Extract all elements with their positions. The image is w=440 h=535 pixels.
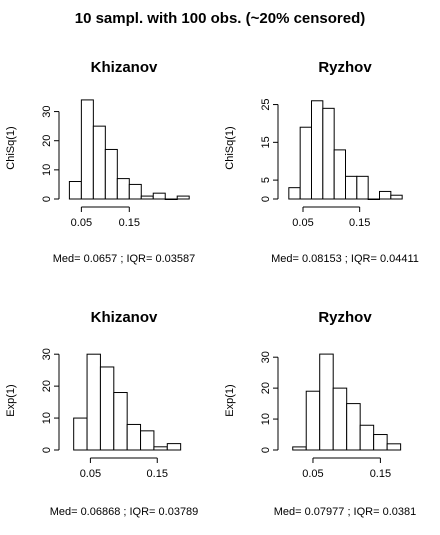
histogram-panel-1: Khizanov 0 10 20 30 ChiSq(1) 0.05 0.15 Med= 0.06… (5, 59, 195, 265)
x-tick-label: 0.15 (147, 468, 168, 480)
y-tick-label: 15 (260, 136, 272, 148)
x-tick-label: 0.05 (302, 468, 323, 480)
stats-caption: Med= 0.06868 ; IQR= 0.03789 (50, 506, 199, 518)
y-tick-label: 10 (41, 412, 53, 424)
figure-title: 10 sampl. with 100 obs. (~20% censored) (75, 10, 366, 27)
y-tick-label: 20 (41, 135, 53, 147)
y-tick-label: 30 (41, 105, 53, 117)
histogram-bar (367, 198, 380, 200)
histogram-bar (166, 443, 182, 451)
y-tick-label: 30 (41, 348, 53, 360)
histogram-bar (332, 387, 348, 451)
y-tick-label: 0 (260, 447, 272, 453)
histogram-bar (92, 125, 106, 200)
y-tick-label: 25 (260, 98, 272, 110)
y-axis-label: ChiSq(1) (5, 126, 17, 169)
histogram-bar (99, 366, 115, 451)
y-tick-label: 0 (260, 196, 272, 202)
stats-caption: Med= 0.0657 ; IQR= 0.03587 (53, 253, 196, 265)
histogram-bar (373, 434, 388, 451)
histogram-bar (386, 443, 402, 451)
histogram-panel-2: Ryzhov 0 5 15 25 ChiSq(1) 0.05 0.15 Med= 0.08153… (224, 59, 419, 265)
histogram-bar (73, 417, 88, 451)
histogram-bar (104, 148, 118, 200)
panel-title: Ryzhov (318, 309, 372, 326)
histogram-bar (356, 175, 369, 200)
x-tick-label: 0.15 (349, 217, 370, 229)
histogram-bar (140, 195, 154, 200)
x-tick-label: 0.15 (119, 217, 140, 229)
histogram-bar (288, 187, 301, 200)
panel-title: Khizanov (91, 59, 158, 76)
histogram-bar (128, 183, 142, 200)
stats-caption: Med= 0.07977 ; IQR= 0.0381 (274, 506, 417, 518)
histogram-bar (113, 392, 128, 451)
y-tick-label: 30 (260, 351, 272, 363)
histogram-bar (322, 107, 335, 200)
y-axis-label: Exp(1) (5, 384, 17, 416)
y-tick-label: 10 (260, 413, 272, 425)
histogram-bar (164, 198, 178, 200)
histogram-panels: Khizanov 0 10 20 30 ChiSq(1) 0.05 0.15 Med= 0.06… (5, 59, 419, 518)
y-tick-label: 0 (41, 447, 53, 453)
stats-caption: Med= 0.08153 ; IQR= 0.04411 (271, 253, 419, 265)
histogram-bar (153, 446, 168, 451)
x-tick-label: 0.05 (71, 217, 92, 229)
y-tick-label: 20 (41, 380, 53, 392)
panel-title: Ryzhov (318, 59, 372, 76)
histogram-bar (299, 126, 312, 200)
histogram-bar (176, 195, 190, 200)
x-tick-label: 0.05 (292, 217, 313, 229)
y-axis-label: ChiSq(1) (224, 126, 236, 169)
histogram-bar (68, 181, 82, 200)
histogram-panel-4: Ryzhov 0 10 20 30 Exp(1) 0.05 0.15 Med= 0.07977 … (224, 309, 416, 518)
histogram-bar (390, 194, 403, 200)
histogram-bar (86, 353, 101, 451)
histogram-bar (305, 390, 321, 451)
histogram-bar (292, 446, 307, 451)
histogram-panel-3: Khizanov 0 10 20 30 Exp(1) 0.05 0.15 Med= 0.0686… (5, 309, 198, 518)
histogram-bar (359, 424, 375, 451)
histogram-bar (140, 430, 155, 451)
histogram-bar (346, 403, 361, 451)
y-tick-label: 20 (260, 382, 272, 394)
y-tick-label: 10 (41, 164, 53, 176)
histogram-bar (126, 423, 142, 451)
histogram-bar (311, 100, 324, 200)
histogram-bar (80, 99, 94, 200)
histogram-bar (319, 353, 334, 451)
histogram-bar (333, 149, 346, 200)
panel-title: Khizanov (91, 309, 158, 326)
y-axis-label: Exp(1) (224, 384, 236, 416)
histogram-bar (152, 192, 166, 200)
histogram-bar (345, 175, 358, 200)
histogram-bar (379, 190, 392, 200)
y-tick-label: 0 (41, 196, 53, 202)
x-tick-label: 0.05 (80, 468, 101, 480)
histogram-bar (116, 178, 130, 200)
x-tick-label: 0.15 (370, 468, 391, 480)
y-tick-label: 5 (260, 177, 272, 183)
